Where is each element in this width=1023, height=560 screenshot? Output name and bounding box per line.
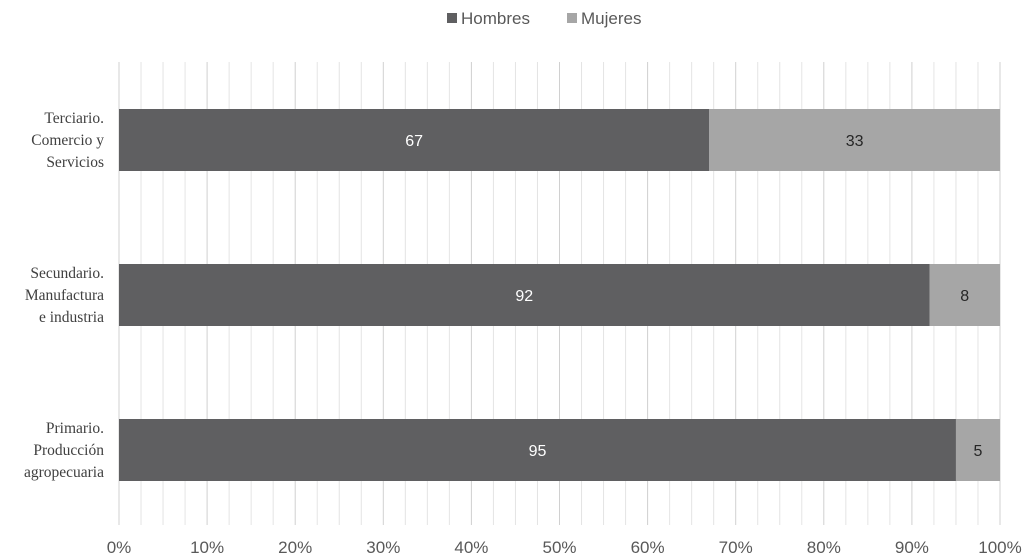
x-tick-label: 90% bbox=[895, 538, 929, 557]
legend-swatch bbox=[567, 13, 577, 23]
data-label: 5 bbox=[974, 443, 983, 460]
legend-swatch bbox=[447, 13, 457, 23]
bar-hombres bbox=[119, 109, 710, 171]
bar-mujeres bbox=[929, 264, 1000, 326]
x-tick-label: 10% bbox=[190, 538, 224, 557]
category-label: Primario. Producción agropecuaria bbox=[24, 420, 104, 481]
data-label: 95 bbox=[529, 443, 547, 460]
data-label: 33 bbox=[846, 133, 864, 150]
legend-label: Hombres bbox=[461, 9, 530, 28]
data-label: 8 bbox=[960, 288, 969, 305]
category-labels: Terciario. Comercio y Servicios Secundario.… bbox=[24, 110, 104, 481]
category-label-line: Secundario. bbox=[30, 265, 104, 282]
bar-hombres bbox=[119, 264, 930, 326]
bar-mujeres bbox=[955, 419, 1000, 481]
category-label-line: Manufactura bbox=[25, 287, 104, 304]
data-label: 67 bbox=[405, 133, 423, 150]
data-label: 92 bbox=[515, 288, 533, 305]
x-tick-label: 20% bbox=[278, 538, 312, 557]
legend: Hombres Mujeres bbox=[447, 9, 641, 28]
category-label-line: Producción bbox=[33, 442, 104, 459]
category-label-line: e industria bbox=[39, 309, 104, 326]
x-tick-labels: 0% 10% 20% 30% 40% 50% 60% 70% 80% 90% 100% bbox=[107, 538, 1022, 557]
x-tick-label: 30% bbox=[366, 538, 400, 557]
legend-label: Mujeres bbox=[581, 9, 641, 28]
category-label-line: Primario. bbox=[46, 420, 104, 437]
bar-mujeres bbox=[709, 109, 1000, 171]
category-label: Secundario. Manufactura e industria bbox=[25, 265, 104, 326]
category-label-line: Comercio y bbox=[31, 132, 104, 149]
bars: 67 33 92 8 95 5 bbox=[119, 109, 1000, 481]
bar-hombres bbox=[119, 419, 956, 481]
x-tick-label: 0% bbox=[107, 538, 132, 557]
x-tick-label: 60% bbox=[631, 538, 665, 557]
x-tick-label: 70% bbox=[719, 538, 753, 557]
x-tick-label: 100% bbox=[978, 538, 1021, 557]
x-tick-label: 40% bbox=[454, 538, 488, 557]
category-label-line: Terciario. bbox=[44, 110, 104, 127]
x-tick-label: 50% bbox=[542, 538, 576, 557]
x-tick-label: 80% bbox=[807, 538, 841, 557]
category-label: Terciario. Comercio y Servicios bbox=[31, 110, 104, 171]
category-label-line: agropecuaria bbox=[24, 464, 104, 481]
category-label-line: Servicios bbox=[46, 154, 104, 171]
